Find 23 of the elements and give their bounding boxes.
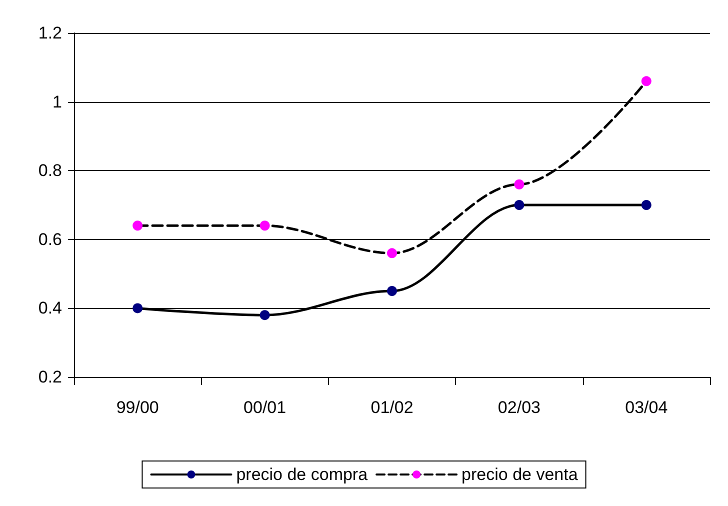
legend-label: precio de compra (236, 465, 368, 484)
x-tick-label: 01/02 (370, 398, 414, 417)
y-tick-label: 0.2 (38, 368, 62, 386)
x-tick-label: 00/01 (244, 398, 286, 417)
point (514, 179, 524, 190)
legend-label: precio de venta (462, 465, 578, 484)
point (387, 286, 397, 296)
y-tick-label: 0.8 (38, 161, 62, 180)
point (514, 200, 524, 210)
point (641, 200, 652, 210)
x-tick-label: 03/04 (625, 398, 668, 417)
point (387, 248, 397, 258)
point (260, 220, 270, 231)
x-tick-label: 02/03 (498, 398, 540, 417)
point (641, 76, 652, 86)
point (132, 220, 143, 231)
y-tick-label: 0.6 (38, 230, 62, 249)
y-tick-label: 1 (52, 92, 62, 112)
y-tick-label: 1.2 (38, 24, 62, 42)
y-tick-label: 0.4 (38, 298, 62, 318)
point (260, 310, 270, 320)
x-tick-label: 99/00 (116, 398, 159, 417)
point (132, 303, 143, 314)
